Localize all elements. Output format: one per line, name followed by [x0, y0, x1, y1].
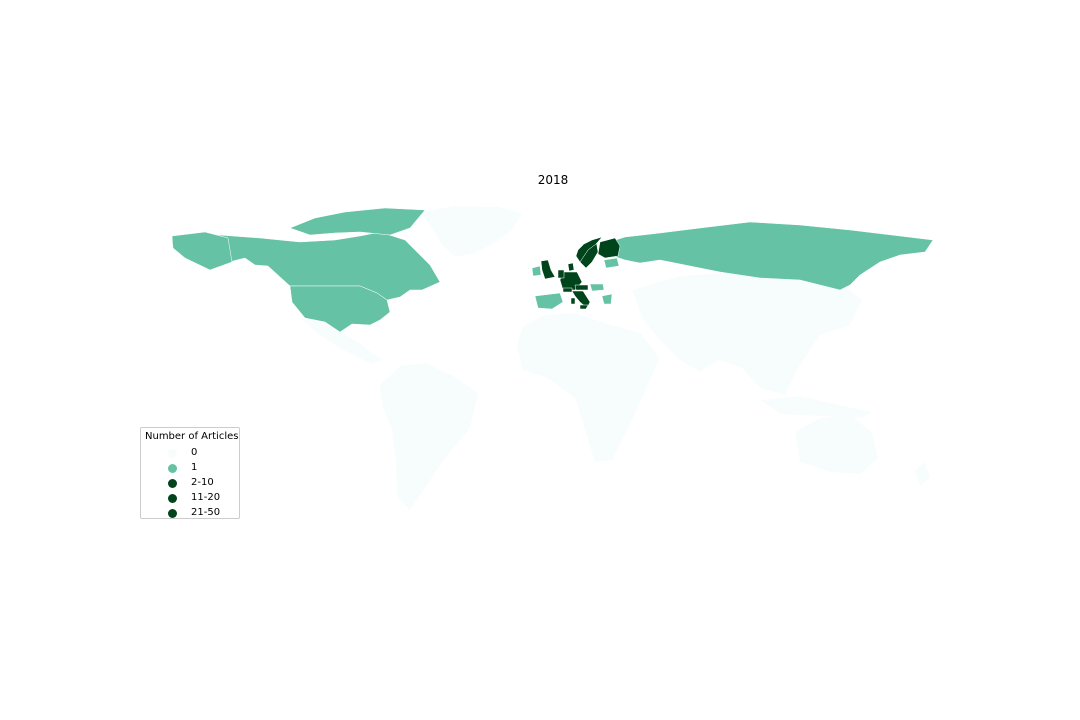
map-title: 2018: [537, 173, 569, 187]
legend-swatch: [168, 494, 177, 503]
region-canada: [171, 231, 441, 301]
multi-article-regions: [540, 236, 621, 310]
region-belarus: [603, 257, 620, 269]
region-south-america: [379, 362, 479, 511]
region-new-zealand: [914, 461, 931, 487]
region-switzerland: [562, 287, 573, 293]
region-africa: [516, 312, 661, 463]
region-greece: [601, 293, 613, 305]
region-hungary: [589, 283, 605, 292]
one-article-regions: [171, 207, 934, 333]
region-denmark: [567, 262, 575, 272]
legend-swatch: [168, 449, 177, 458]
region-indonesia: [759, 395, 873, 419]
region-austria: [574, 284, 589, 291]
legend-swatch: [168, 479, 177, 488]
region-ireland: [531, 265, 542, 277]
region-united-kingdom: [540, 259, 556, 280]
legend-swatch: [168, 509, 177, 518]
region-spain: [534, 292, 564, 310]
region-sardinia: [570, 297, 576, 305]
legend: Number of Articles 0 1 2-10 11-20 21-50: [140, 427, 240, 519]
region-alaska: [171, 231, 233, 271]
zero-article-regions: [299, 205, 931, 511]
region-finland: [597, 237, 621, 259]
legend-label: 1: [191, 462, 198, 473]
legend-label: 0: [191, 447, 198, 458]
region-italy: [571, 290, 591, 309]
legend-label: 2-10: [191, 477, 214, 488]
legend-label: 21-50: [191, 507, 221, 518]
region-australia: [794, 414, 879, 475]
region-netherlands: [557, 269, 565, 279]
region-united-states: [289, 285, 391, 333]
legend-title: Number of Articles: [145, 431, 239, 442]
region-canadian-arctic: [289, 207, 426, 236]
region-asia: [631, 271, 863, 396]
region-sicily: [579, 304, 589, 310]
legend-label: 11-20: [191, 492, 221, 503]
legend-swatch: [168, 464, 177, 473]
region-mexico: [299, 317, 383, 365]
region-norway: [575, 236, 603, 263]
region-greenland: [419, 205, 523, 258]
region-russia: [599, 221, 934, 291]
